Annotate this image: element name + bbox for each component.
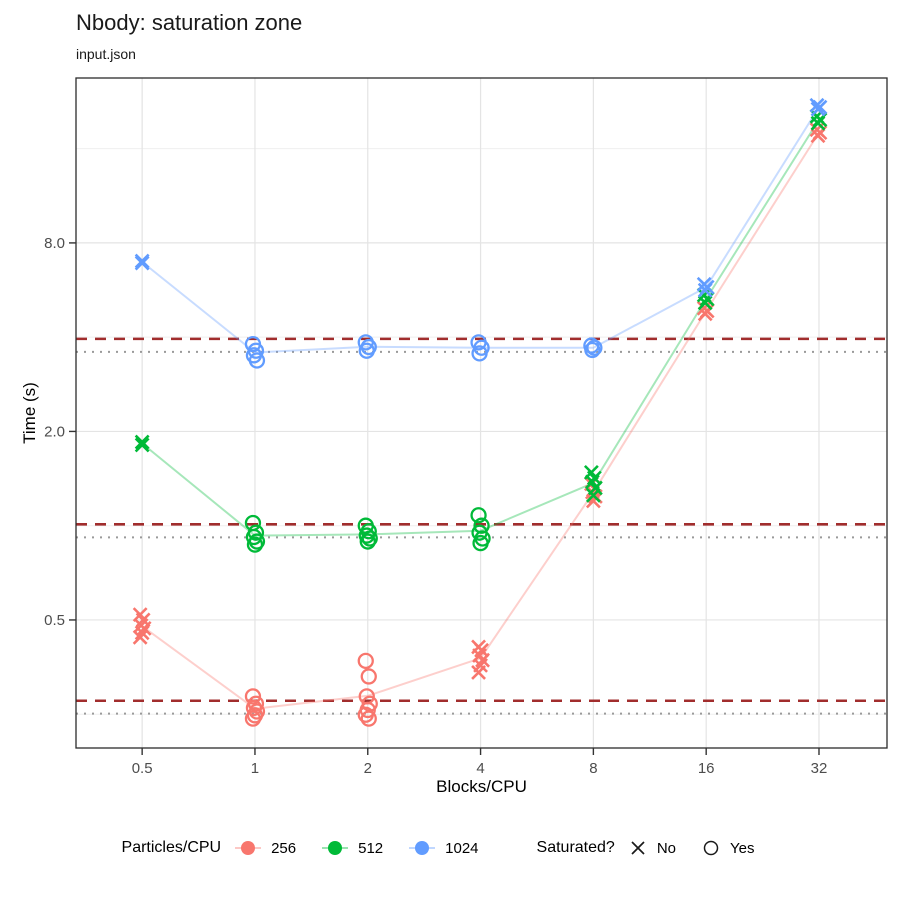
point-circle-256 bbox=[360, 710, 377, 727]
legend-shape-yes: Yes bbox=[700, 838, 754, 858]
point-x-256 bbox=[810, 128, 826, 144]
point-circle-1024 bbox=[584, 341, 601, 359]
legend-shape-no: No bbox=[627, 838, 676, 858]
x-tick-label: 4 bbox=[476, 760, 484, 777]
point-circle-512 bbox=[472, 534, 489, 552]
legend-shape-label: Yes bbox=[730, 839, 755, 857]
legend: Particles/CPU 256 512 1024 Saturated? No Yes bbox=[0, 838, 900, 858]
x-tick-label: 1 bbox=[251, 760, 259, 777]
point-x-256 bbox=[136, 620, 152, 636]
point-x-512 bbox=[134, 434, 150, 450]
plot-area: 0.5 1 2 4 8 16 32 0.5 2.0 8.0 bbox=[44, 77, 888, 777]
point-x-256 bbox=[134, 625, 150, 641]
legend-shape-title: Saturated? bbox=[536, 839, 615, 856]
point-circle-1024 bbox=[586, 339, 603, 356]
legend-key-dot-icon bbox=[235, 841, 262, 855]
point-x-256 bbox=[471, 664, 486, 680]
x-tick-label: 2 bbox=[364, 760, 372, 777]
panel-border bbox=[75, 77, 888, 749]
legend-series-256: 256 bbox=[233, 838, 296, 858]
legend-shape-label: No bbox=[656, 839, 676, 857]
y-tick-label: 2.0 bbox=[44, 423, 65, 440]
point-circle-256 bbox=[244, 710, 262, 727]
point-x-1024 bbox=[810, 101, 826, 117]
point-circle-256 bbox=[357, 706, 374, 723]
legend-key-x-icon bbox=[631, 841, 645, 855]
legend-color-title: Particles/CPU bbox=[121, 839, 222, 856]
panel-background bbox=[76, 78, 887, 748]
y-tick-label: 0.5 bbox=[44, 612, 65, 629]
point-circle-512 bbox=[359, 533, 376, 550]
point-x-1024 bbox=[134, 255, 150, 271]
point-circle-256 bbox=[357, 652, 374, 670]
point-x-512 bbox=[134, 437, 150, 453]
legend-series-label: 256 bbox=[271, 839, 297, 857]
point-x-512 bbox=[699, 291, 715, 307]
legend-key-circle-icon bbox=[703, 840, 719, 856]
point-x-256 bbox=[585, 493, 601, 509]
chart-subtitle: input.json bbox=[76, 46, 136, 62]
point-circle-256 bbox=[245, 699, 263, 716]
legend-series-label: 1024 bbox=[445, 839, 479, 857]
point-circle-256 bbox=[244, 688, 262, 705]
point-circle-1024 bbox=[471, 345, 488, 362]
x-tick-label: 0.5 bbox=[132, 760, 153, 777]
point-x-1024 bbox=[697, 282, 713, 298]
x-tick-label: 16 bbox=[698, 760, 715, 777]
point-circle-512 bbox=[246, 536, 264, 553]
point-x-256 bbox=[697, 306, 713, 322]
point-x-512 bbox=[697, 295, 713, 311]
legend-series-1024: 1024 bbox=[407, 838, 479, 858]
legend-series-label: 512 bbox=[358, 839, 384, 857]
point-circle-1024 bbox=[248, 352, 266, 369]
x-tick-label: 32 bbox=[811, 760, 828, 777]
x-tick-label: 8 bbox=[589, 760, 597, 777]
point-x-512 bbox=[585, 487, 601, 503]
chart-title: Nbody: saturation zone bbox=[76, 10, 303, 35]
legend-series-512: 512 bbox=[320, 838, 383, 858]
point-circle-512 bbox=[361, 530, 378, 547]
point-x-1024 bbox=[134, 253, 150, 269]
legend-key-dot-icon bbox=[322, 841, 349, 855]
y-tick-label: 8.0 bbox=[44, 235, 65, 252]
point-circle-1024 bbox=[358, 342, 375, 359]
y-axis-title: Time (s) bbox=[20, 382, 39, 444]
point-circle-512 bbox=[470, 507, 487, 524]
point-circle-512 bbox=[358, 527, 375, 544]
x-axis-title: Blocks/CPU bbox=[436, 777, 527, 796]
point-circle-256 bbox=[360, 668, 377, 685]
point-x-256 bbox=[132, 629, 148, 645]
point-x-512 bbox=[810, 115, 826, 131]
legend-key-dot-icon bbox=[409, 841, 436, 855]
